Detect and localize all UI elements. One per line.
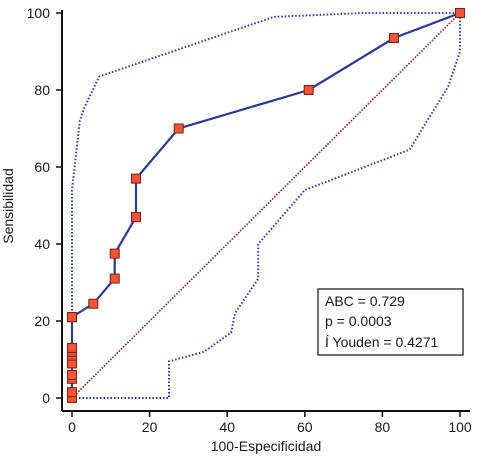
x-tick-label: 0	[68, 419, 76, 435]
roc-point-marker	[67, 387, 77, 398]
ci-upper-line	[71, 12, 460, 398]
roc-point-marker	[389, 33, 399, 43]
x-tick-label: 20	[142, 419, 158, 435]
ci-lower-line	[72, 13, 461, 399]
reference-diagonal-line	[71, 12, 461, 399]
roc-point-marker	[131, 173, 141, 184]
roc-point-marker	[67, 369, 77, 380]
y-tick-label: 40	[34, 236, 50, 252]
stats-box-frame	[317, 288, 464, 356]
x-tick-label: 60	[297, 419, 313, 435]
ci-band-lower-layer	[72, 13, 461, 399]
roc-point-marker	[173, 123, 184, 134]
x-axis-title: 100-Especificidad	[211, 438, 322, 454]
roc-point-marker	[131, 212, 141, 223]
y-tick-label: 100	[27, 5, 51, 21]
y-ticks: 0 20 40 60 80 100	[27, 5, 62, 406]
ci-band-upper-layer	[71, 12, 460, 398]
roc-point-marker	[303, 85, 314, 95]
roc-point-marker	[109, 273, 120, 284]
roc-point-marker	[67, 312, 77, 323]
y-tick-label: 20	[34, 313, 50, 329]
y-tick-label: 80	[34, 82, 50, 98]
y-axis-title: Sensibilidad	[0, 168, 16, 244]
stats-box: ABC = 0.729 p = 0.0003 Í Youden = 0.4271	[317, 288, 464, 356]
x-tick-label: 80	[375, 419, 391, 435]
stats-p-value: p = 0.0003	[325, 313, 392, 329]
roc-point-marker	[455, 8, 465, 18]
x-tick-label: 40	[219, 419, 235, 435]
reference-diagonal-layer	[71, 12, 461, 399]
y-tick-label: 60	[34, 159, 50, 175]
x-ticks: 0 20 40 60 80 100	[68, 411, 472, 435]
roc-markers-layer	[67, 8, 465, 403]
stats-youden: Í Youden = 0.4271	[325, 334, 438, 350]
roc-point-marker	[67, 342, 77, 353]
roc-point-marker	[109, 248, 120, 259]
roc-point-marker	[88, 298, 99, 309]
y-tick-label: 0	[42, 390, 50, 406]
stats-abc: ABC = 0.729	[325, 293, 405, 309]
x-tick-label: 100	[448, 419, 472, 435]
